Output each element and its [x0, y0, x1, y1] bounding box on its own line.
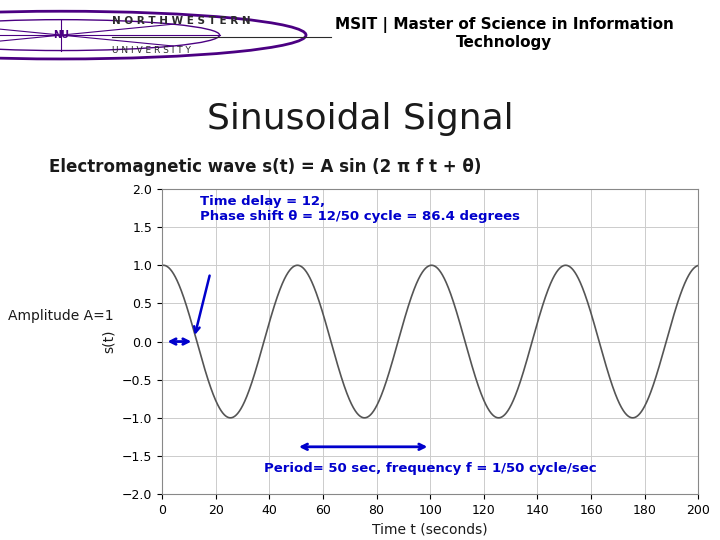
Text: NU: NU: [53, 30, 69, 40]
Text: N O R T H W E S T E R N: N O R T H W E S T E R N: [112, 16, 251, 26]
Text: Sinusoidal Signal: Sinusoidal Signal: [207, 102, 513, 136]
X-axis label: Time t (seconds): Time t (seconds): [372, 522, 488, 536]
Text: Electromagnetic wave s(t) = A sin (2 π f t + θ): Electromagnetic wave s(t) = A sin (2 π f…: [49, 158, 482, 176]
Text: Time delay = 12,
Phase shift θ = 12/50 cycle = 86.4 degrees: Time delay = 12, Phase shift θ = 12/50 c…: [199, 195, 520, 223]
Text: Amplitude A=1: Amplitude A=1: [8, 309, 114, 322]
Text: Period= 50 sec, frequency f = 1/50 cycle/sec: Period= 50 sec, frequency f = 1/50 cycle…: [264, 462, 596, 475]
Text: U N I V E R S I T Y: U N I V E R S I T Y: [112, 46, 191, 55]
Y-axis label: s(t): s(t): [102, 330, 116, 353]
Text: MSIT | Master of Science in Information
Technology: MSIT | Master of Science in Information …: [335, 17, 673, 50]
